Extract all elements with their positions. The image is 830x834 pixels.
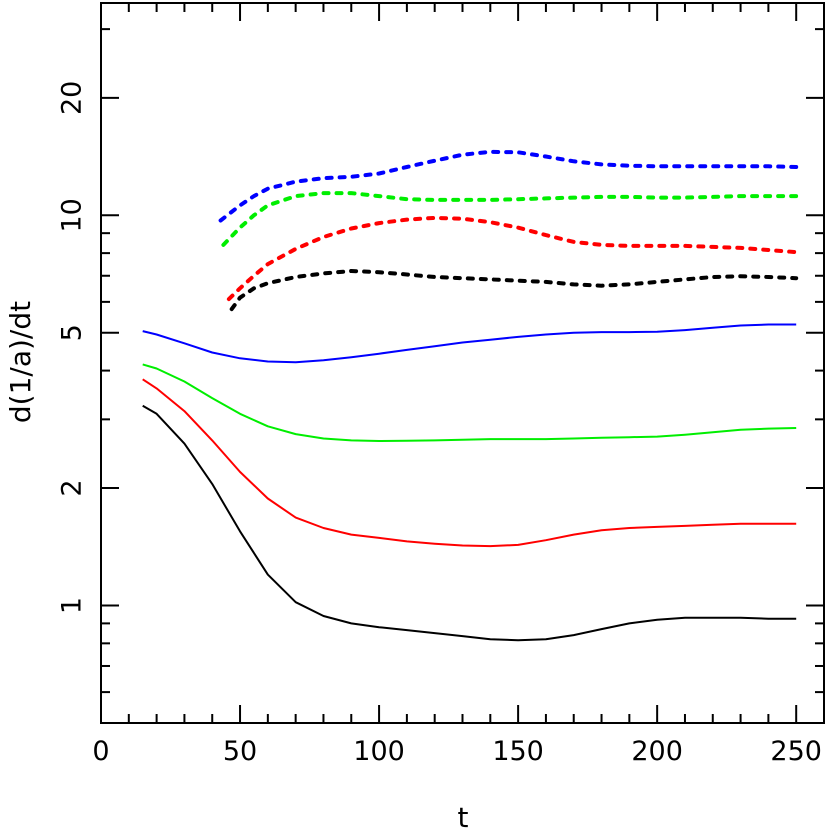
y-tick-label: 20 bbox=[56, 81, 87, 115]
series-line-6 bbox=[226, 215, 799, 302]
y-tick-label: 2 bbox=[57, 479, 88, 496]
x-tick-label: 50 bbox=[223, 736, 257, 767]
y-tick-label: 10 bbox=[57, 198, 88, 232]
series-line-8 bbox=[218, 149, 799, 223]
ticks-layer: 0 50 100 150 200 250 1 2 5 10 20 bbox=[56, 3, 824, 767]
x-tick-label: 100 bbox=[353, 736, 405, 767]
series-line-7 bbox=[221, 191, 799, 247]
y-tick-label: 5 bbox=[57, 324, 88, 341]
series-line-3 bbox=[142, 363, 797, 442]
plot-frame bbox=[100, 2, 825, 724]
x-tick-label: 0 bbox=[92, 736, 109, 767]
series-line-5 bbox=[229, 269, 799, 312]
series-layer bbox=[142, 149, 799, 642]
x-tick-label: 250 bbox=[770, 736, 822, 767]
x-tick-label: 200 bbox=[631, 736, 683, 767]
y-axis-title: d(1/a)/dt bbox=[4, 301, 37, 423]
series-line-2 bbox=[142, 378, 797, 548]
x-tick-label: 150 bbox=[492, 736, 544, 767]
x-axis-title: t bbox=[458, 801, 469, 834]
series-line-1 bbox=[142, 404, 797, 642]
y-tick-label: 1 bbox=[57, 597, 88, 614]
series-line-4 bbox=[142, 323, 797, 364]
